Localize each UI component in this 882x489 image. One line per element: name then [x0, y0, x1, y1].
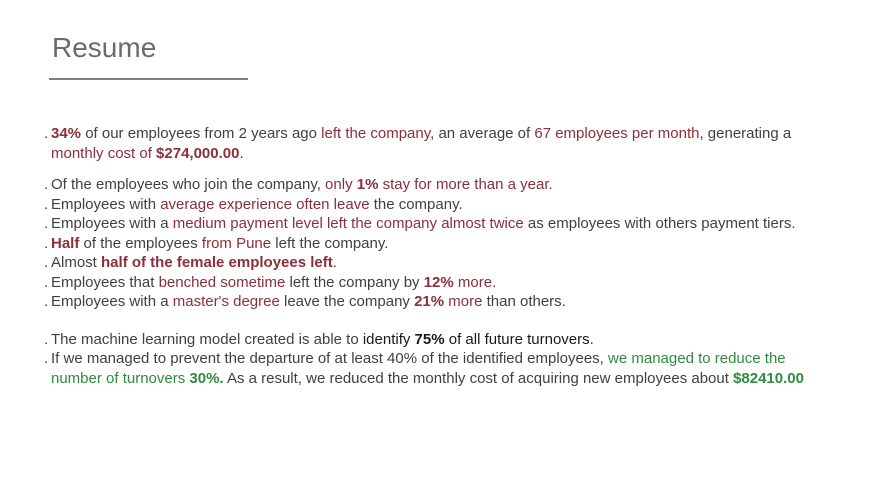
bullet-text-segment: 21%: [414, 293, 445, 310]
bullet-text-segment: , an average of: [430, 125, 535, 142]
bullet-text-segment: Employees with a: [51, 293, 173, 310]
bullet-text-segment: Half: [51, 234, 80, 252]
bullet-turnover-rate: 34% of our employees from 2 years ago le…: [44, 124, 834, 163]
bullet-text-segment: 34%: [51, 125, 82, 142]
bullet-text-segment: left the company by: [285, 273, 424, 291]
bullet-text-segment: leave the company: [279, 293, 415, 310]
title-underline: [49, 78, 248, 80]
bullet-text-segment: left the company.: [271, 234, 389, 252]
bullet-text-segment: $274,000.00: [156, 144, 240, 162]
bullet-text-segment: As a result, we reduced the monthly cost…: [223, 369, 734, 387]
bullet-text-segment: Employees with: [51, 195, 161, 213]
bullet-text-segment: more: [444, 293, 483, 310]
bullet-pune: Half of the employees from Pune left the…: [44, 234, 834, 254]
bullet-text-segment: 75%: [414, 330, 445, 348]
bullet-text-segment: more.: [453, 273, 497, 291]
bullet-text-segment: If we managed to prevent the departure o…: [51, 350, 609, 367]
bullet-text-segment: $82410.00: [733, 369, 804, 387]
bullet-text-segment: the company.: [369, 195, 463, 213]
bullet-text-segment: 67 employees per month: [534, 125, 700, 142]
bullet-text-segment: , generating a: [699, 125, 792, 142]
bullet-text-segment: .: [589, 330, 594, 348]
bullet-text-segment: Employees that: [51, 273, 159, 291]
bullet-text-segment: we managed to reduce the number of turno…: [51, 350, 786, 387]
bullet-text-segment: as employees with others payment tiers.: [523, 215, 796, 232]
bullet-text-segment: than others.: [482, 293, 566, 310]
resume-bullets: 34% of our employees from 2 years ago le…: [44, 124, 834, 388]
bullet-ml-model: The machine learning model created is ab…: [44, 330, 834, 350]
bullet-text-segment: 12%: [423, 273, 454, 291]
bullet-text-segment: from Pune: [201, 234, 272, 252]
bullet-cost-reduction: If we managed to prevent the departure o…: [44, 349, 834, 388]
bullet-text-segment: identify: [362, 330, 415, 348]
bullet-text-segment: 30%.: [189, 369, 224, 387]
bullet-medium-payment: Employees with a medium payment level le…: [44, 214, 834, 234]
bullet-text-segment: The machine learning model created is ab…: [51, 330, 363, 348]
bullet-average-experience: Employees with average experience often …: [44, 195, 834, 215]
bullet-text-segment: medium payment level left the company al…: [172, 215, 524, 232]
bullet-text-segment: average experience often leave: [160, 195, 370, 213]
bullet-text-segment: of our employees from 2 years ago: [81, 125, 322, 142]
bullet-text-segment: Employees with a: [51, 215, 173, 232]
bullet-masters-degree: Employees with a master's degree leave t…: [44, 292, 834, 312]
bullet-text-segment: monthly cost of: [51, 144, 157, 162]
bullet-text-segment: left the company: [321, 125, 431, 142]
bullet-text-segment: of all future turnovers: [444, 330, 590, 348]
bullet-text-segment: .: [239, 144, 244, 162]
page-title: Resume: [52, 32, 157, 63]
bullet-text-segment: 1%: [356, 176, 379, 193]
bullet-text-segment: half of the female employees left: [101, 254, 333, 271]
bullet-text-segment: .: [332, 254, 337, 271]
bullet-text-segment: only: [325, 176, 357, 193]
bullet-text-segment: benched sometime: [158, 273, 286, 291]
bullet-text-segment: master's degree: [172, 293, 280, 310]
bullet-text-segment: of the employees: [79, 234, 202, 252]
bullet-text-segment: Of the employees who join the company,: [51, 176, 326, 193]
bullet-first-year-retention: Of the employees who join the company, o…: [44, 175, 834, 195]
bullet-benched: Employees that benched sometime left the…: [44, 273, 834, 293]
bullet-text-segment: Almost: [51, 254, 102, 271]
bullet-text-segment: stay for more than a year.: [378, 176, 553, 193]
bullet-female-employees: Almost half of the female employees left…: [44, 253, 834, 273]
